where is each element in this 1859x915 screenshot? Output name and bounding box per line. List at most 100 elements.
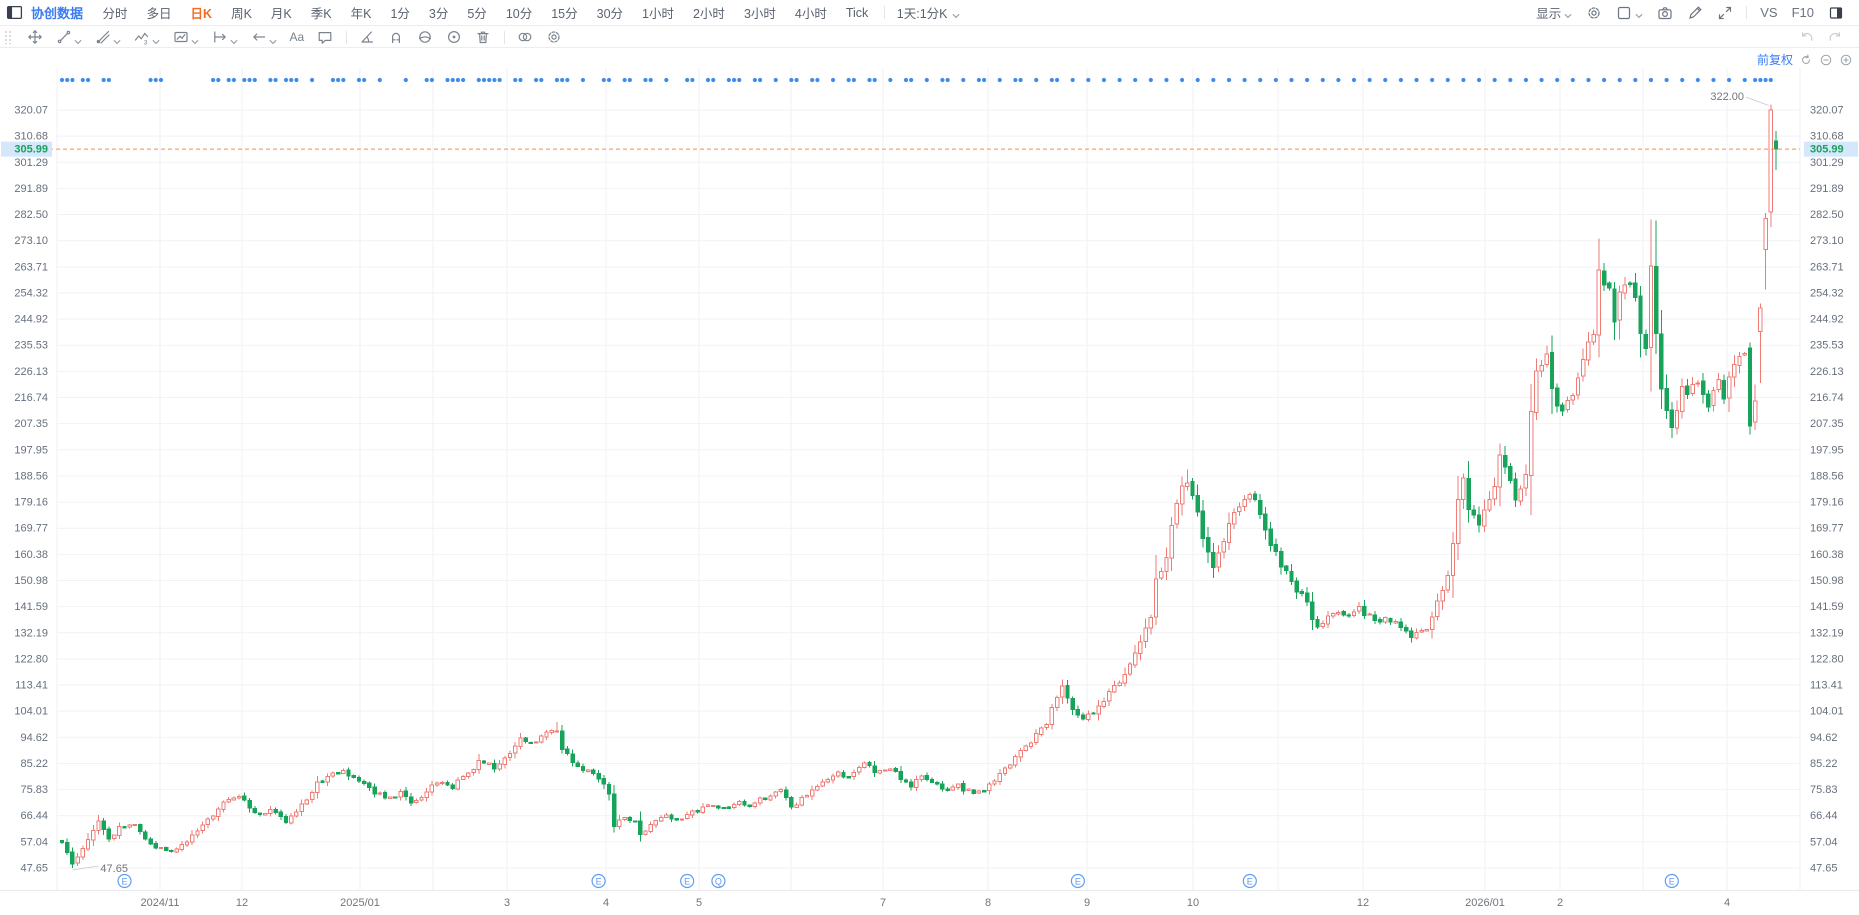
chevron-down-icon (152, 33, 160, 45)
price-tick-left: 104.01 (14, 706, 48, 718)
trend-tool[interactable] (88, 29, 127, 45)
price-tick-left: 188.56 (14, 470, 48, 482)
wave-tool[interactable]: 3 (127, 29, 166, 47)
draw-button[interactable] (1680, 5, 1710, 21)
price-tick-left: 320.07 (14, 105, 48, 117)
period-tab-日K[interactable]: 日K (190, 7, 213, 21)
delete-tool[interactable] (469, 29, 498, 45)
chevron-down-icon (952, 9, 960, 18)
event-marker-circle[interactable] (1242, 873, 1257, 889)
price-tick-right: 301.29 (1810, 157, 1844, 169)
period-tab-年K[interactable]: 年K (350, 7, 372, 21)
arrow-tool-icon (251, 29, 267, 45)
zoom-out-icon[interactable] (1819, 53, 1833, 67)
compare-tool-icon (517, 29, 533, 45)
period-tab-30分[interactable]: 30分 (596, 7, 624, 21)
zoom-in-icon[interactable] (1839, 53, 1853, 67)
period-tab-3小时[interactable]: 3小时 (743, 7, 776, 21)
magnet-tool-icon (388, 29, 404, 45)
period-tab-5分[interactable]: 5分 (467, 7, 487, 21)
toolbar-divider (883, 6, 885, 19)
price-tick-right: 310.68 (1810, 131, 1844, 143)
period-tab-2小时[interactable]: 2小时 (692, 7, 725, 21)
price-tick-right: 47.65 (1810, 863, 1838, 875)
current-price-label: 305.99 (1, 141, 52, 157)
price-tick-left: 263.71 (14, 261, 48, 273)
redo-button[interactable] (1821, 29, 1849, 45)
pattern-tool[interactable] (166, 29, 205, 45)
side-panel-toggle[interactable] (1821, 5, 1851, 21)
adjust-mode-link[interactable]: 前复权 (1756, 53, 1793, 67)
line-tool[interactable] (49, 29, 88, 45)
period-tab-1分[interactable]: 1分 (390, 7, 410, 21)
period-tab-15分[interactable]: 15分 (551, 7, 578, 21)
price-tick-right: 291.89 (1810, 183, 1844, 195)
price-tick-left: 122.80 (14, 653, 48, 665)
price-axis-labels: 320.07 320.07 310.68 310.68 301.29 301.29 291.… (14, 105, 1843, 875)
price-tick-right: 320.07 (1810, 105, 1844, 117)
toolbar-divider (503, 30, 505, 44)
date-tick: 2024/11 (141, 897, 180, 909)
date-tick: 9 (1084, 897, 1090, 909)
dot-tool[interactable] (440, 29, 469, 45)
event-marker-circle[interactable] (680, 873, 695, 889)
period-tab-10分[interactable]: 10分 (505, 7, 533, 21)
date-axis-labels: 2024/11 12 2025/01 3 4 5 7 8 9 10 12 2026/01 2 4 (141, 897, 1731, 909)
layout-dropdown[interactable] (1609, 5, 1650, 21)
period-tab-Tick[interactable]: Tick (845, 5, 869, 20)
event-marker-label: Q (715, 877, 722, 887)
drag-handle[interactable] (4, 30, 12, 44)
measure-tool[interactable] (205, 29, 244, 45)
price-tick-right: 273.10 (1810, 235, 1844, 247)
event-marker-circle[interactable] (117, 873, 132, 889)
layout-icon (1616, 5, 1632, 21)
reset-zoom-icon[interactable] (1799, 53, 1813, 67)
price-tick-right: 179.16 (1810, 497, 1844, 509)
layout-window-icon[interactable] (6, 4, 23, 21)
comment-tool[interactable] (311, 29, 340, 45)
gear-icon (1586, 5, 1602, 21)
magnet-tool[interactable] (382, 29, 411, 45)
price-tick-right: 254.32 (1810, 287, 1844, 299)
custom-period-dropdown[interactable]: 1天:1分K (891, 3, 966, 22)
period-tab-多日[interactable]: 多日 (146, 7, 172, 21)
screenshot-button[interactable] (1650, 5, 1680, 21)
compare-tool[interactable] (511, 29, 540, 45)
f10-button[interactable]: F10 (1791, 5, 1814, 20)
display-dropdown[interactable]: 显示 (1529, 3, 1579, 22)
period-tab-分时[interactable]: 分时 (102, 7, 128, 21)
chart-settings-button[interactable] (1579, 5, 1609, 21)
move-tool[interactable] (20, 29, 49, 45)
period-tab-月K[interactable]: 月K (270, 7, 292, 21)
chart-area[interactable]: 320.07 320.07 310.68 310.68 301.29 301.29 291.… (0, 48, 1859, 915)
fullscreen-button[interactable] (1710, 5, 1740, 21)
vs-button[interactable]: VS (1760, 5, 1778, 20)
event-marker-circle[interactable] (1664, 873, 1679, 889)
price-tick-left: 57.04 (20, 836, 48, 848)
arrow-tool[interactable] (244, 29, 283, 45)
custom-period-label: 1天:1分K (896, 7, 948, 21)
planet-tool[interactable] (411, 29, 440, 45)
event-marker-circle[interactable] (711, 873, 726, 889)
period-tab-季K[interactable]: 季K (310, 7, 332, 21)
price-tick-left: 207.35 (14, 418, 48, 430)
period-tab-周K[interactable]: 周K (231, 7, 252, 21)
annotations: 322.00 47.65 (72, 91, 1769, 875)
price-tick-left: 94.62 (20, 732, 48, 744)
undo-button[interactable] (1793, 29, 1821, 45)
period-tab-3分[interactable]: 3分 (428, 7, 449, 21)
announcement-dots[interactable] (59, 77, 1773, 83)
symbol-title[interactable]: 协创数据 (31, 6, 84, 21)
settings-tool[interactable] (540, 29, 569, 45)
low-annotation: 47.65 (100, 863, 128, 875)
drawing-toolbar: 3 Aa (0, 27, 1859, 48)
event-marker-circle[interactable] (591, 873, 606, 889)
period-tab-1小时[interactable]: 1小时 (642, 7, 674, 21)
camera-icon (1657, 5, 1673, 21)
candlestick-chart[interactable]: 320.07 320.07 310.68 310.68 301.29 301.29 291.… (0, 48, 1859, 915)
event-marker-circle[interactable] (1070, 873, 1085, 889)
text-tool[interactable]: Aa (283, 30, 311, 44)
period-tab-4小时[interactable]: 4小时 (794, 7, 827, 21)
angle-tool[interactable] (353, 29, 382, 45)
